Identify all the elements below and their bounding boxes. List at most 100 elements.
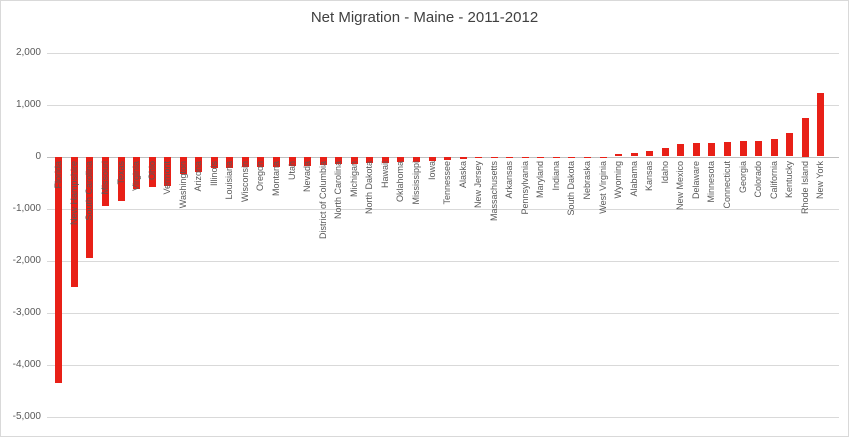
bar	[164, 156, 172, 186]
x-axis-label: South Carolina	[84, 160, 95, 221]
x-axis-label: Arkansas	[504, 160, 515, 199]
x-axis-label: New Mexico	[675, 160, 686, 210]
bar	[490, 156, 498, 159]
x-axis-label: North Dakota	[364, 160, 375, 214]
x-axis-label: Wyoming	[613, 160, 624, 198]
x-axis-label: North Carolina	[333, 160, 344, 219]
x-axis-label: New Hampshire	[68, 160, 79, 225]
bar	[630, 153, 638, 157]
x-axis-label: West Virginia	[597, 160, 608, 214]
x-axis-label: Connecticut	[721, 160, 732, 209]
bar	[86, 156, 94, 258]
bar	[692, 143, 700, 157]
bar	[304, 156, 312, 166]
x-axis-label: Georgia	[737, 160, 748, 193]
chart-title: Net Migration - Maine - 2011-2012	[310, 9, 539, 26]
x-axis-label: Nebraska	[582, 160, 592, 200]
bar	[179, 156, 187, 174]
bar	[552, 156, 560, 158]
x-axis-label: South Dakota	[566, 160, 577, 216]
x-axis-label: Idaho	[659, 160, 670, 184]
bar	[661, 148, 669, 157]
bar	[708, 142, 716, 157]
bar	[428, 156, 436, 161]
bar	[195, 156, 203, 172]
x-axis-label: Montana	[271, 160, 281, 196]
y-axis-tick-label: -3,000	[12, 306, 41, 318]
x-axis-label: Alaska	[457, 160, 468, 188]
bar	[117, 156, 125, 202]
x-axis-label: Louisiana	[224, 160, 235, 200]
x-axis-label: Nevada	[302, 160, 313, 192]
x-axis-label: Tennessee	[442, 160, 452, 205]
bar	[55, 156, 63, 383]
bar	[210, 156, 218, 169]
x-axis-label: Indiana	[550, 160, 561, 191]
x-axis-label: New York	[815, 160, 826, 199]
bar	[381, 156, 389, 163]
bar	[817, 93, 825, 157]
x-axis-label: Michigan	[348, 160, 359, 197]
x-axis-label: Rhode Island	[799, 160, 810, 214]
x-axis-label: Utah	[286, 160, 297, 180]
x-axis-label: Maryland	[535, 160, 546, 198]
x-axis-label: Washington	[177, 160, 188, 208]
y-axis-tick-label: 1,000	[15, 98, 41, 110]
gridline	[47, 208, 839, 210]
x-axis-label: Oklahoma	[395, 160, 406, 202]
bar	[537, 156, 545, 158]
bar	[70, 156, 78, 287]
x-axis-label: Missouri	[99, 160, 110, 195]
x-axis-label: Iowa	[426, 160, 437, 180]
bar	[770, 138, 778, 157]
bar	[739, 141, 747, 157]
gridline	[47, 416, 839, 418]
y-axis-tick-label: 0	[35, 150, 41, 162]
x-axis-label: District of Columbia	[317, 160, 328, 239]
bar	[801, 117, 809, 157]
bar	[506, 156, 514, 158]
gridline	[47, 260, 839, 262]
x-axis-label: Oregon	[255, 160, 266, 191]
bar	[677, 144, 685, 157]
bar	[786, 132, 794, 157]
gridline	[47, 312, 839, 314]
bar	[226, 156, 234, 168]
x-axis-label: Virginia	[131, 160, 141, 191]
x-axis-label: Minnesota	[706, 160, 717, 203]
bar	[521, 156, 529, 158]
y-axis-tick-label: -2,000	[12, 254, 41, 266]
x-axis-label: Kentucky	[784, 160, 795, 198]
y-axis-tick-label: 2,000	[15, 46, 41, 58]
x-axis-label: Illinois	[208, 160, 219, 186]
bar	[148, 156, 156, 188]
x-axis-label: Texas	[115, 160, 126, 185]
x-axis-label: Wisconsin	[239, 160, 250, 202]
bar	[350, 156, 358, 164]
bar	[273, 156, 280, 167]
gridline	[47, 104, 839, 106]
x-axis-label: New Jersey	[473, 160, 484, 208]
x-axis-label: Massachusetts	[488, 160, 499, 221]
x-axis-label: Kansas	[644, 160, 655, 191]
bar	[723, 142, 731, 157]
x-axis-label: Mississippi	[410, 160, 421, 205]
bar	[755, 140, 762, 157]
bar	[459, 156, 467, 159]
x-axis-label: Arizona	[193, 160, 204, 192]
bar	[397, 156, 405, 163]
bar	[319, 156, 327, 166]
y-axis-tick-label: -1,000	[12, 202, 41, 214]
bar	[366, 156, 374, 164]
gridline	[47, 52, 839, 54]
x-axis-label: Vermont	[162, 160, 173, 195]
x-axis-label: Florida	[53, 160, 64, 189]
bar	[241, 156, 249, 168]
bar	[646, 151, 654, 157]
y-axis-tick-label: -4,000	[12, 358, 41, 370]
bar	[444, 156, 451, 161]
x-axis-label: Pennsylvania	[519, 160, 530, 215]
bar	[615, 153, 623, 157]
bar	[335, 156, 343, 165]
